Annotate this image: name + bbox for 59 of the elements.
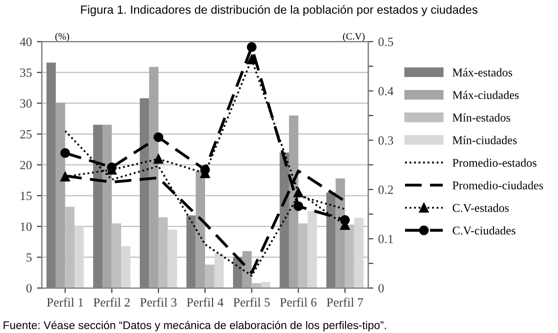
- y2-tick-label: 0.5: [378, 38, 394, 46]
- bar: [308, 211, 317, 288]
- point: [154, 132, 164, 142]
- y-tick-label: 20: [20, 160, 32, 170]
- x-tick-label: Perfil 5: [233, 298, 270, 307]
- legend-label: C.V-estados: [452, 204, 509, 212]
- point: [293, 201, 304, 212]
- bar: [298, 223, 308, 288]
- legend-label: Máx-ciudades: [452, 90, 519, 100]
- bar: [336, 178, 345, 288]
- y2-tick-label: 0.1: [378, 234, 393, 244]
- y-tick-label: 25: [20, 130, 32, 138]
- point: [60, 172, 70, 182]
- y2-tick-label: 0.2: [378, 186, 393, 194]
- y-tick-label: 40: [20, 38, 32, 46]
- legend-label: Promedio-estados: [452, 158, 536, 167]
- point: [246, 42, 257, 52]
- point: [246, 54, 257, 64]
- point: [154, 154, 164, 164]
- y-tick-label: 5: [26, 253, 32, 262]
- bar: [149, 66, 158, 288]
- bar: [354, 218, 364, 288]
- legend-label: C.V-ciudades: [452, 226, 516, 235]
- bar: [289, 116, 298, 288]
- y2-tick-label: 0: [378, 284, 384, 293]
- x-tick-label: Perfil 4: [186, 298, 224, 307]
- x-tick-label: Perfil 6: [280, 298, 317, 307]
- point: [293, 188, 304, 198]
- y2-tick-label: 0.4: [378, 86, 394, 96]
- y-tick-label: 30: [20, 99, 32, 108]
- y-tick-label: 0: [26, 284, 32, 293]
- x-tick-label: Perfil 7: [326, 298, 364, 307]
- bar: [261, 282, 270, 288]
- bar: [168, 230, 178, 288]
- y-tick-label: 10: [20, 222, 32, 231]
- legend-label: Máx-estados: [452, 68, 512, 76]
- bar: [214, 254, 224, 288]
- bar: [344, 224, 354, 288]
- y2-axis-title: (C.V): [343, 32, 365, 42]
- legend-label: Mín-ciudades: [452, 136, 517, 144]
- y-axis-title: (%): [55, 32, 70, 42]
- legend-label: Mín-estados: [452, 113, 510, 122]
- x-tick-label: Perfil 2: [94, 298, 130, 307]
- bar: [74, 226, 84, 288]
- bar: [121, 246, 130, 288]
- y2-tick-label: 0.3: [378, 136, 394, 145]
- y-tick-label: 15: [20, 192, 32, 200]
- y-tick-label: 35: [20, 68, 32, 77]
- bar: [56, 102, 66, 288]
- bar: [252, 283, 262, 288]
- bar: [205, 264, 214, 288]
- x-tick-label: Perfil 1: [46, 298, 83, 307]
- source-note: Fuente: Véase sección “Datos y mecánica de elaboración de los perfiles-tipo”.: [4, 320, 386, 332]
- chart-title: Figura 1. Indicadores de distribución de la población por estados y ciudades: [81, 4, 478, 16]
- bar: [102, 124, 112, 288]
- bar: [196, 170, 206, 288]
- x-tick-label: Perfil 3: [140, 298, 177, 307]
- point: [60, 148, 70, 158]
- legend-label: Promedio-ciudades: [452, 181, 543, 190]
